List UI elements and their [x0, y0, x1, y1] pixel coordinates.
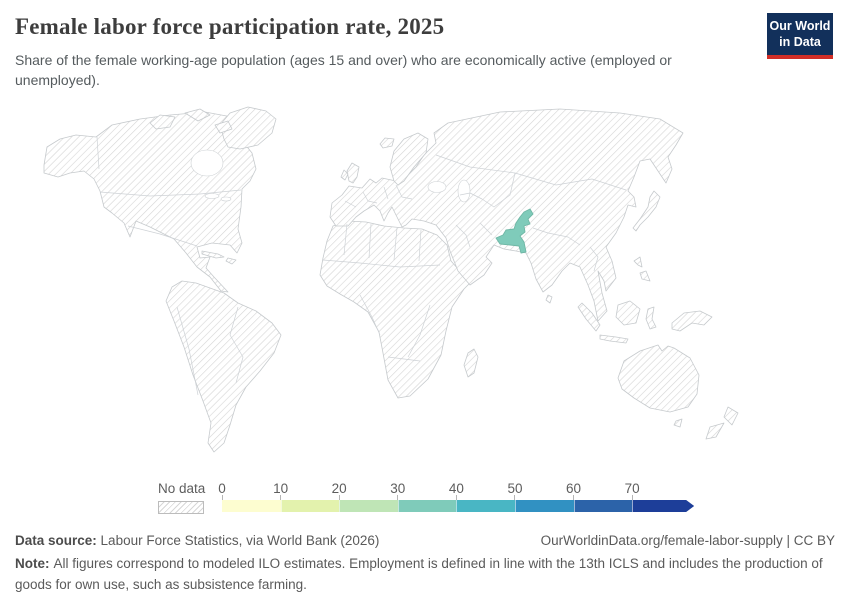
- landmass-south-america[interactable]: [165, 280, 282, 453]
- legend-no-data: No data: [158, 481, 206, 514]
- great-lakes: [204, 193, 220, 199]
- legend-bin-50[interactable]: 50: [507, 481, 574, 512]
- chart-footer: Data source: Labour Force Statistics, vi…: [15, 531, 835, 595]
- legend-tick-mark: [573, 495, 575, 500]
- legend-tick-mark: [631, 495, 633, 500]
- owid-logo-line1: Our World: [769, 19, 831, 33]
- landmass-greenland[interactable]: [219, 106, 277, 150]
- legend-tick-mark: [338, 495, 340, 500]
- legend-bin-30[interactable]: 30: [390, 481, 457, 512]
- legend-bin-0[interactable]: 0: [218, 481, 281, 512]
- world-map: [43, 106, 739, 453]
- legend-tick-label: 0: [218, 481, 226, 496]
- data-source: Data source: Labour Force Statistics, vi…: [15, 531, 379, 551]
- legend-tick-mark: [514, 495, 516, 500]
- legend-bin-60[interactable]: 60: [566, 481, 633, 512]
- legend-bin-swatch: [514, 500, 574, 512]
- island-new-guinea[interactable]: [671, 310, 713, 332]
- owid-logo-line2: in Data: [779, 35, 821, 50]
- chart-subtitle: Share of the female working-age populati…: [15, 52, 672, 88]
- legend-bin-10[interactable]: 10: [273, 481, 340, 512]
- country-borders: [96, 136, 627, 396]
- legend-tick-mark: [221, 495, 223, 500]
- legend-bin-swatch: [573, 500, 633, 512]
- note-label: Note:: [15, 556, 50, 572]
- note: Note: All figures correspond to modeled I…: [15, 554, 835, 595]
- legend-no-data-label: No data: [158, 481, 206, 496]
- legend-bin-swatch: [397, 500, 457, 512]
- islands-indonesia[interactable]: [577, 300, 657, 344]
- landmass-scandinavia[interactable]: [389, 132, 429, 186]
- legend-tick-label: 20: [331, 481, 347, 496]
- arctic-islands[interactable]: [149, 108, 233, 134]
- legend-bin-20[interactable]: 20: [332, 481, 398, 512]
- legend-scale: 0 10 20 30 40 50 60 70: [218, 481, 694, 512]
- owid-logo[interactable]: Our World in Data: [767, 13, 833, 59]
- legend-bin-swatch: [339, 500, 398, 512]
- map-legend: No data 0 10 20 30 40 50 60 70: [158, 481, 694, 514]
- legend-bin-swatch: [222, 500, 281, 512]
- great-lakes-east: [220, 196, 232, 202]
- island-madagascar[interactable]: [463, 348, 479, 378]
- island-iceland[interactable]: [379, 137, 395, 149]
- legend-bin-70-plus[interactable]: 70: [625, 481, 694, 512]
- island-sri-lanka[interactable]: [545, 294, 553, 304]
- legend-tick-mark: [455, 495, 457, 500]
- legend-tick-label: 60: [566, 481, 582, 496]
- island-britain-ireland[interactable]: [340, 162, 360, 184]
- country-pakistan[interactable]: [495, 208, 534, 254]
- owid-link[interactable]: OurWorldinData.org/female-labor-supply: [540, 533, 783, 548]
- hudson-bay: [190, 149, 224, 177]
- legend-bin-40[interactable]: 40: [449, 481, 515, 512]
- legend-tick-label: 50: [507, 481, 523, 496]
- note-text: All figures correspond to modeled ILO es…: [15, 556, 823, 592]
- legend-bin-swatch: [280, 500, 340, 512]
- legend-tick-label: 30: [390, 481, 406, 496]
- legend-bin-swatch: [632, 500, 694, 512]
- island-new-zealand[interactable]: [705, 406, 739, 440]
- landmass-australia[interactable]: [617, 344, 700, 413]
- island-japan[interactable]: [632, 190, 661, 232]
- legend-bin-swatch: [456, 500, 515, 512]
- legend-tick-label: 70: [624, 481, 640, 496]
- citation: OurWorldinData.org/female-labor-supply |…: [541, 531, 835, 551]
- data-source-label: Data source:: [15, 533, 97, 548]
- caspian-sea: [457, 179, 471, 203]
- island-tasmania[interactable]: [673, 418, 683, 428]
- legend-tick-mark: [397, 495, 399, 500]
- legend-no-data-swatch[interactable]: [158, 501, 204, 514]
- legend-tick-label: 40: [448, 481, 464, 496]
- caribbean-islands[interactable]: [201, 250, 237, 265]
- legend-tick-label: 10: [273, 481, 289, 496]
- legend-tick-mark: [280, 495, 282, 500]
- data-source-text: Labour Force Statistics, via World Bank …: [100, 533, 380, 548]
- page-title: Female labor force participation rate, 2…: [15, 14, 445, 39]
- black-sea: [427, 181, 447, 193]
- license-text: | CC BY: [782, 533, 835, 548]
- island-philippines[interactable]: [633, 256, 651, 282]
